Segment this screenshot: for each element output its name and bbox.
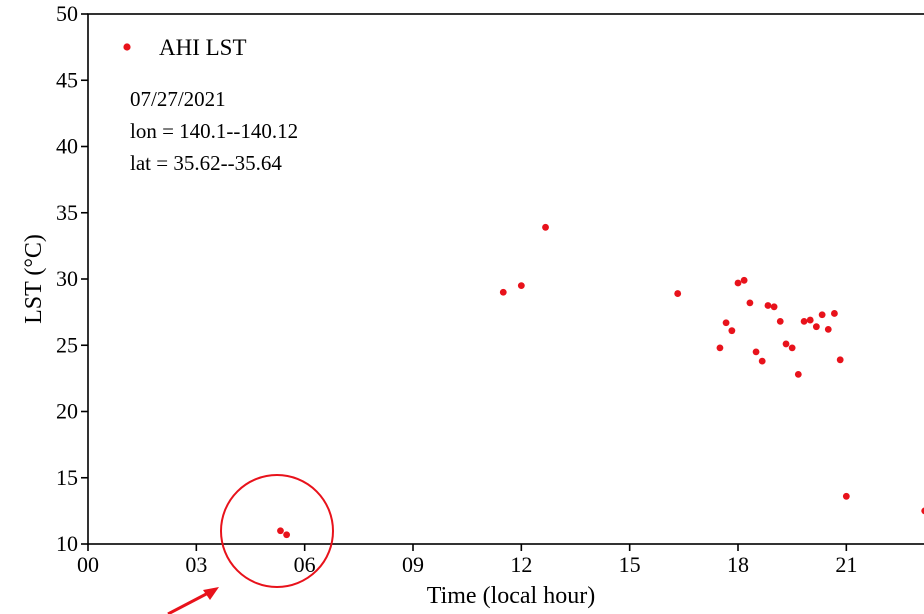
data-point <box>788 344 796 352</box>
data-point <box>836 356 844 364</box>
x-tick-label: 18 <box>727 552 749 577</box>
data-point <box>734 279 742 287</box>
highlight-circle <box>220 474 334 588</box>
data-point <box>842 492 850 500</box>
data-point <box>517 282 525 290</box>
y-tick-label: 35 <box>56 200 78 225</box>
data-point <box>818 311 826 319</box>
x-tick-label: 06 <box>294 552 316 577</box>
y-tick-label: 10 <box>56 531 78 556</box>
data-point <box>277 527 284 535</box>
x-axis-ticks: 00 03 06 09 12 15 18 21 <box>77 544 857 577</box>
x-axis-title: Time (local hour) <box>427 583 595 609</box>
data-point <box>806 316 814 324</box>
annotation-lon: lon = 140.1--140.12 <box>130 119 298 143</box>
x-tick-label: 21 <box>835 552 857 577</box>
y-axis-ticks: 10 15 20 25 30 35 40 45 50 <box>56 1 88 556</box>
data-point <box>674 290 682 297</box>
data-points <box>277 223 924 539</box>
y-tick-label: 50 <box>56 1 78 26</box>
y-tick-label: 40 <box>56 134 78 159</box>
data-point <box>764 302 772 309</box>
data-point <box>831 310 838 317</box>
data-point <box>776 318 784 325</box>
data-point <box>722 319 730 327</box>
data-point <box>283 531 291 539</box>
data-point <box>499 288 507 296</box>
legend-marker-icon <box>123 43 131 51</box>
x-tick-label: 00 <box>77 552 99 577</box>
data-point <box>782 340 790 348</box>
x-tick-label: 15 <box>619 552 641 577</box>
y-tick-label: 20 <box>56 399 78 424</box>
data-point <box>716 344 724 352</box>
data-point <box>921 507 924 515</box>
data-point <box>758 357 766 365</box>
legend-label: AHI LST <box>159 35 247 60</box>
x-tick-label: 03 <box>185 552 207 577</box>
data-point <box>812 323 820 331</box>
y-axis-title: LST (°C) <box>21 234 47 324</box>
y-tick-label: 45 <box>56 67 78 92</box>
data-point <box>728 327 736 335</box>
annotation-date: 07/27/2021 <box>130 87 226 111</box>
data-point <box>770 303 778 311</box>
data-point <box>542 223 549 231</box>
x-tick-label: 09 <box>402 552 424 577</box>
data-point <box>752 348 760 356</box>
data-point <box>740 276 748 284</box>
annotation-lat: lat = 35.62--35.64 <box>130 151 282 175</box>
x-tick-label: 12 <box>510 552 532 577</box>
highlight-arrow-icon <box>167 587 219 614</box>
data-point <box>824 325 832 333</box>
y-tick-label: 30 <box>56 266 78 291</box>
legend: AHI LST <box>123 35 247 60</box>
data-point <box>746 299 754 307</box>
data-point <box>794 371 802 378</box>
data-point <box>800 318 808 325</box>
y-tick-label: 25 <box>56 332 78 357</box>
y-tick-label: 15 <box>56 465 78 490</box>
